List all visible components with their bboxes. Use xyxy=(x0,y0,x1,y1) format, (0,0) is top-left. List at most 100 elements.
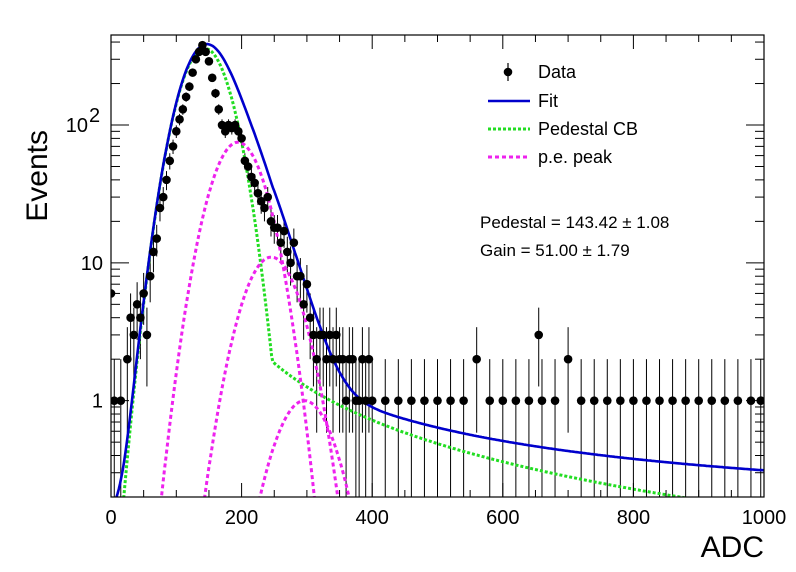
data-point xyxy=(260,203,269,213)
data-point xyxy=(178,105,188,114)
data-point xyxy=(152,234,162,243)
data-point xyxy=(537,396,547,405)
pe-peak-curve-3 xyxy=(258,399,351,497)
data-point xyxy=(198,40,207,50)
data-point xyxy=(165,156,175,166)
y-tick-label: 10 xyxy=(66,115,88,137)
data-point xyxy=(668,396,677,405)
data-point xyxy=(185,82,194,91)
data-point xyxy=(720,396,730,405)
data-point xyxy=(142,330,152,340)
data-point xyxy=(273,223,282,232)
data-point xyxy=(364,354,374,364)
data-point xyxy=(550,396,560,405)
data-point xyxy=(129,330,139,340)
data-point xyxy=(230,120,240,130)
data-point xyxy=(145,271,155,281)
y-axis-label: Events xyxy=(21,130,54,222)
data-point xyxy=(394,396,403,405)
pe-peak-curve-1 xyxy=(159,140,316,497)
data-point xyxy=(322,354,331,364)
data-point xyxy=(217,120,227,130)
data-point xyxy=(354,396,364,405)
data-point xyxy=(302,279,312,289)
data-point xyxy=(629,396,638,405)
x-tick-label: 800 xyxy=(617,507,650,529)
data-point xyxy=(283,247,292,257)
y-tick-exponent: 2 xyxy=(89,105,100,127)
data-point xyxy=(136,313,145,322)
pedestal-annotation: Pedestal = 143.42 ± 1.08 xyxy=(480,213,669,232)
data-point xyxy=(341,396,351,405)
data-point xyxy=(243,162,253,171)
data-point xyxy=(256,196,266,206)
data-point xyxy=(707,396,717,405)
data-point xyxy=(420,396,429,405)
data-point xyxy=(328,354,338,364)
data-point xyxy=(194,47,204,57)
data-point xyxy=(433,396,442,405)
data-point xyxy=(459,396,468,405)
data-point xyxy=(204,56,214,66)
data-point xyxy=(511,396,521,405)
data-point xyxy=(655,396,664,405)
data-point xyxy=(338,354,348,364)
data-point xyxy=(367,396,377,405)
data-point xyxy=(472,354,481,364)
data-point xyxy=(524,396,534,405)
data-point xyxy=(139,289,148,298)
data-point xyxy=(276,238,286,248)
data-point xyxy=(286,258,295,268)
data-point xyxy=(172,127,181,136)
data-point xyxy=(305,313,315,322)
data-point xyxy=(534,330,544,340)
fit-curve xyxy=(115,42,764,497)
data-point xyxy=(181,92,191,102)
y-tick-label: 10 xyxy=(81,253,103,275)
data-point xyxy=(325,330,335,340)
legend-pe-label: p.e. peak xyxy=(538,147,613,167)
data-point xyxy=(318,330,328,340)
data-point xyxy=(681,396,690,405)
data-point xyxy=(162,175,171,185)
legend-data-label: Data xyxy=(538,62,577,82)
data-point xyxy=(602,396,612,405)
data-point xyxy=(358,354,367,364)
x-tick-label: 400 xyxy=(356,507,389,529)
x-tick-label: 0 xyxy=(105,507,116,529)
data-point xyxy=(299,300,308,309)
gain-annotation: Gain = 51.00 ± 1.79 xyxy=(480,241,630,260)
data-point xyxy=(348,354,357,364)
data-point xyxy=(589,396,599,405)
data-point xyxy=(123,354,132,364)
data-point xyxy=(207,73,217,83)
data-point xyxy=(296,271,305,281)
data-point xyxy=(331,330,341,340)
data-point xyxy=(250,178,259,188)
legend-data-marker xyxy=(503,67,513,77)
legend-fit-label: Fit xyxy=(538,91,558,111)
data-point xyxy=(149,247,158,257)
data-point xyxy=(237,134,246,143)
x-tick-label: 200 xyxy=(225,507,258,529)
legend-pedestal-label: Pedestal CB xyxy=(538,119,638,139)
data-point xyxy=(563,354,573,364)
data-point xyxy=(694,396,703,405)
data-point xyxy=(234,127,243,136)
data-point xyxy=(211,88,220,98)
data-point xyxy=(155,203,165,213)
data-point xyxy=(485,396,495,405)
data-point xyxy=(616,396,625,405)
data-point xyxy=(446,396,455,405)
y-tick-label: 1 xyxy=(92,391,103,413)
data-point xyxy=(175,115,184,124)
data-point xyxy=(188,68,197,77)
data-point xyxy=(191,54,201,64)
data-point xyxy=(576,396,586,405)
data-point xyxy=(642,396,651,405)
pe-peak-curve-2 xyxy=(203,255,340,497)
x-tick-label: 600 xyxy=(486,507,519,529)
data-point xyxy=(214,105,224,114)
data-point xyxy=(309,330,318,340)
